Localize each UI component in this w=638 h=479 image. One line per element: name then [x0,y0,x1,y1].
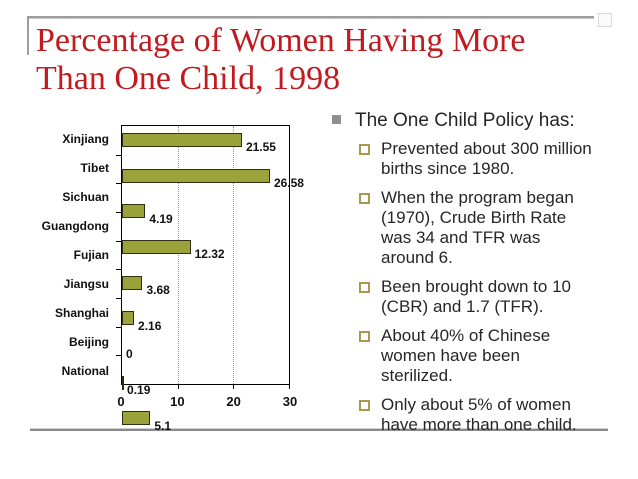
bar-row: 5.1 [122,411,289,440]
bullet-item: Been brought down to 10 (CBR) and 1.7 (T… [359,277,634,317]
hollow-square-bullet-icon [359,400,370,411]
bar-row: 12.32 [122,239,289,269]
value-label: 0.19 [127,382,151,397]
bullet-item: About 40% of Chinese women have been ste… [359,326,634,386]
bar-row: 0 [122,340,289,369]
bullet-heading: The One Child Policy has: [355,110,575,131]
y-axis-tick [116,154,122,156]
bar-row: 3.68 [122,275,289,305]
bullet-item-text: Prevented about 300 million births since… [381,139,592,178]
bullet-heading-row: The One Child Policy has: [332,109,634,132]
hollow-square-bullet-icon [359,193,370,204]
bar [122,204,146,219]
value-label: 3.68 [146,282,170,297]
bar-row: 4.19 [122,204,289,233]
bullet-item-text: Only about 5% of women have more than on… [381,395,577,434]
bar-row: 2.16 [122,311,289,340]
category-label: Fujian [73,248,109,262]
y-axis-tick [116,326,122,328]
bullet-item: Prevented about 300 million births since… [359,139,634,179]
x-axis-tick-label: 0 [117,394,125,409]
chart-x-axis-labels: 0 10 20 30 [117,394,297,410]
hollow-square-bullet-icon [359,331,370,342]
top-divider-line [27,16,594,19]
bar-row: 0.19 [122,375,289,405]
bullet-item-text: When the program began (1970), Crude Bir… [381,188,574,267]
x-axis-tick-label: 20 [226,394,241,409]
hollow-square-bullet-icon [359,282,370,293]
bottom-divider-line [30,428,608,431]
bar [122,239,191,254]
category-label: Guangdong [41,219,109,234]
value-label: 4.19 [149,211,173,226]
y-axis-tick [116,355,122,357]
x-axis-tick-label: 30 [282,394,298,409]
category-label: Jiangsu [63,276,109,291]
x-axis-tick [233,384,235,389]
value-label: 12.32 [194,247,225,262]
bullet-item: Only about 5% of women have more than on… [359,395,634,435]
value-label: 26.58 [273,175,304,190]
hollow-square-bullet-icon [359,144,370,155]
category-label: Tibet [80,161,109,176]
x-axis-tick [289,384,290,389]
y-axis-tick [116,298,122,299]
bullet-item-text: About 40% of Chinese women have been ste… [381,326,551,385]
x-axis-tick [177,384,179,389]
value-label: 5.1 [154,418,172,433]
bar [122,411,151,426]
value-label: 21.55 [245,140,276,155]
bar-row: 21.55 [122,133,289,162]
category-label: National [61,363,109,378]
left-divider-line [27,16,29,55]
sub-bullet-list: Prevented about 300 million births since… [359,139,634,435]
bullet-item-text: Been brought down to 10 (CBR) and 1.7 (T… [381,277,571,316]
y-axis-tick [116,183,122,185]
y-axis-tick [116,269,122,271]
gridline [177,126,179,384]
category-label: Sichuan [62,190,109,205]
category-label: Shanghai [54,305,109,320]
category-label: Xinjiang [62,132,109,147]
gridline [233,126,235,384]
value-label: 2.16 [138,318,162,333]
x-axis-tick-label: 10 [170,394,185,409]
bar [122,375,124,390]
y-axis-tick [116,240,122,242]
bullet-item: When the program began (1970), Crude Bir… [359,188,634,268]
value-label: 0 [126,347,133,362]
template-corner-square [598,13,612,27]
slide-title: Percentage of Women Having More Than One… [36,22,526,97]
category-label: Beijing [68,334,109,349]
chart-plot-area: 21.55 26.58 4.19 12.32 3.68 2.16 0 0.19 5.1 [116,125,304,433]
chart-category-axis: Xinjiang Tibet Sichuan Guangdong Fujian Jiang… [24,125,116,385]
bar [122,311,135,326]
y-axis-tick [116,212,122,213]
bar-row: 26.58 [122,168,304,198]
bar [122,133,242,147]
square-bullet-icon [332,115,341,124]
bullet-column: The One Child Policy has: Prevented abou… [332,109,634,435]
bar [122,168,270,183]
bar [122,275,143,290]
